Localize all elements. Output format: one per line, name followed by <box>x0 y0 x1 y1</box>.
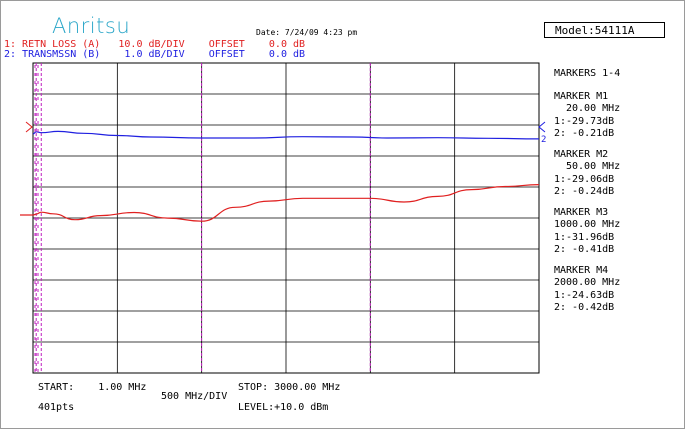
level-setting: LEVEL:+10.0 dBm <box>238 402 329 413</box>
marker-freq: 20.00 MHz <box>566 103 621 114</box>
marker-trace1-value: 1:-29.06dB <box>554 173 615 185</box>
marker-m2-block: MARKER M2 50.00 MHz 1:-29.06dB 2: -0.24d… <box>554 149 620 199</box>
points-count: 401pts <box>38 402 75 413</box>
marker-lines <box>35 63 371 373</box>
anritsu-logo: Anritsu <box>52 14 131 38</box>
marker-label: MARKER M2 <box>554 148 609 160</box>
marker-freq: 2000.00 MHz <box>554 277 621 288</box>
marker-trace2-value: 2: -0.42dB <box>554 302 615 313</box>
marker-trace1-value: 1:-29.73dB <box>554 115 615 127</box>
marker-trace2-value: 2: -0.24dB <box>554 186 615 197</box>
marker-m1-block: MARKER M1 20.00 MHz 1:-29.73dB 2: -0.21d… <box>554 91 620 141</box>
trace-1-retn-loss-line <box>20 184 540 222</box>
frequency-per-div: 500 MHz/DIV <box>161 391 228 402</box>
plot-grid <box>32 62 540 374</box>
model-box: Model:54111A <box>544 22 665 38</box>
marker-trace2-value: 2: -0.21dB <box>554 128 615 139</box>
trace-1-legend: 1: RETN LOSS (A) 10.0 dB/DIV OFFSET 0.0 … <box>4 39 306 50</box>
markers-title: MARKERS 1-4 <box>554 68 621 79</box>
marker-m3-block: MARKER M3 1000.00 MHz 1:-31.96dB 2: -0.4… <box>554 207 620 257</box>
trace-2-transmission-line <box>32 130 540 140</box>
start-frequency: START: 1.00 MHz <box>38 382 147 393</box>
trace-2-legend: 2: TRANSMSSN (B) 1.0 dB/DIV OFFSET 0.0 d… <box>4 49 306 60</box>
marker-freq: 50.00 MHz <box>566 161 621 172</box>
marker-label: MARKER M1 <box>554 90 609 102</box>
date-label: Date: 7/24/09 4:23 pm <box>256 28 358 37</box>
trace-lines <box>20 130 540 222</box>
marker-label: MARKER M3 <box>554 206 609 218</box>
ref-2-label: 2 <box>541 135 546 145</box>
marker-freq: 1000.00 MHz <box>554 219 621 230</box>
marker-trace1-value: 1:-24.63dB <box>554 289 615 301</box>
marker-m4-block: MARKER M4 2000.00 MHz 1:-24.63dB 2: -0.4… <box>554 265 620 315</box>
stop-frequency: STOP: 3000.00 MHz <box>238 382 341 393</box>
ref-1-indicator-left <box>25 121 33 133</box>
marker-label: MARKER M4 <box>554 264 609 276</box>
reference-indicators: 2 <box>25 65 546 372</box>
markers-panel: MARKERS 1-4 MARKER M1 20.00 MHz 1:-29.73… <box>554 68 620 323</box>
ref-2-indicator-right <box>538 121 546 133</box>
marker-trace2-value: 2: -0.41dB <box>554 244 615 255</box>
marker-trace1-value: 1:-31.96dB <box>554 231 615 243</box>
